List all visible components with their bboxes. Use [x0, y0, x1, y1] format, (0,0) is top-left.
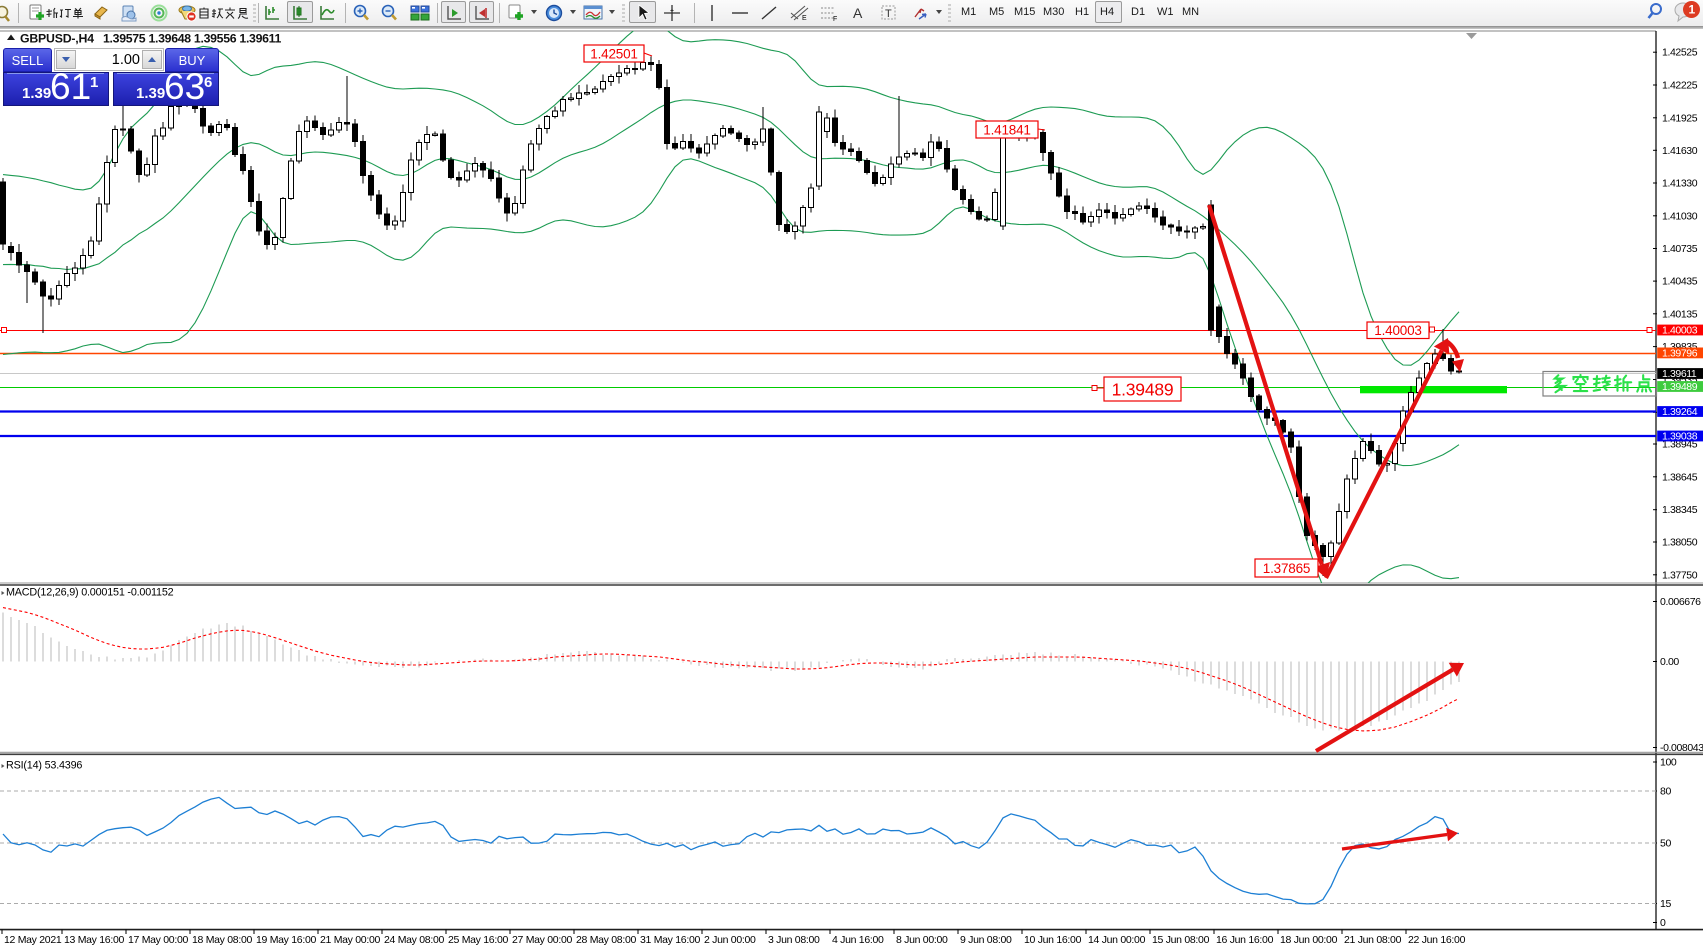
- svg-text:1.37750: 1.37750: [1662, 569, 1698, 581]
- svg-text:1.41925: 1.41925: [1662, 112, 1698, 124]
- svg-text:21 May 00:00: 21 May 00:00: [320, 934, 380, 946]
- svg-text:1.37865: 1.37865: [1263, 561, 1310, 576]
- svg-text:21 Jun 08:00: 21 Jun 08:00: [1344, 934, 1402, 946]
- svg-text:RSI(14) 53.4396: RSI(14) 53.4396: [6, 760, 82, 772]
- svg-text:1: 1: [1689, 3, 1696, 17]
- svg-text:1.40003: 1.40003: [1662, 325, 1698, 337]
- svg-text:1.42225: 1.42225: [1662, 80, 1698, 92]
- svg-text:1.39796: 1.39796: [1662, 348, 1698, 360]
- svg-text:1.42501: 1.42501: [590, 46, 637, 61]
- svg-text:GBPUSD-,H4: GBPUSD-,H4: [20, 32, 94, 46]
- svg-text:A: A: [853, 5, 863, 21]
- svg-text:1.40135: 1.40135: [1662, 308, 1698, 320]
- svg-text:1.41630: 1.41630: [1662, 145, 1698, 157]
- svg-text:MACD(12,26,9) 0.000151 -0.0011: MACD(12,26,9) 0.000151 -0.001152: [6, 587, 174, 599]
- svg-text:100: 100: [1660, 757, 1677, 769]
- svg-text:1.39264: 1.39264: [1662, 406, 1698, 418]
- svg-text:1.38050: 1.38050: [1662, 537, 1698, 549]
- svg-text:14 Jun 00:00: 14 Jun 00:00: [1088, 934, 1146, 946]
- svg-text:1.40003: 1.40003: [1374, 323, 1421, 338]
- svg-text:0.006676: 0.006676: [1660, 596, 1701, 608]
- svg-text:31 May 16:00: 31 May 16:00: [640, 934, 700, 946]
- svg-text:1.39575 1.39648 1.39556 1.3961: 1.39575 1.39648 1.39556 1.39611: [103, 32, 282, 46]
- svg-text:9 Jun 08:00: 9 Jun 08:00: [960, 934, 1012, 946]
- svg-text:80: 80: [1660, 786, 1671, 798]
- svg-text:27 May 00:00: 27 May 00:00: [512, 934, 572, 946]
- svg-text:1.39611: 1.39611: [1662, 368, 1697, 380]
- svg-text:15 Jun 08:00: 15 Jun 08:00: [1152, 934, 1210, 946]
- svg-text:-0.008043: -0.008043: [1660, 742, 1703, 754]
- svg-text:12 May 2021: 12 May 2021: [4, 934, 62, 946]
- svg-text:10 Jun 16:00: 10 Jun 16:00: [1024, 934, 1082, 946]
- svg-text:22 Jun 16:00: 22 Jun 16:00: [1408, 934, 1466, 946]
- svg-text:1.38645: 1.38645: [1662, 471, 1698, 483]
- svg-text:25 May 16:00: 25 May 16:00: [448, 934, 508, 946]
- svg-text:1.38345: 1.38345: [1662, 504, 1698, 516]
- svg-text:24 May 08:00: 24 May 08:00: [384, 934, 444, 946]
- svg-text:1.41030: 1.41030: [1662, 210, 1698, 222]
- svg-text:0: 0: [1660, 917, 1666, 929]
- svg-text:19 May 16:00: 19 May 16:00: [256, 934, 316, 946]
- svg-text:15: 15: [1660, 898, 1671, 910]
- svg-text:28 May 08:00: 28 May 08:00: [576, 934, 636, 946]
- svg-text:1.39489: 1.39489: [1112, 379, 1174, 399]
- svg-text:1.40735: 1.40735: [1662, 243, 1698, 255]
- svg-text:1.42525: 1.42525: [1662, 47, 1698, 59]
- svg-text:17 May 00:00: 17 May 00:00: [128, 934, 188, 946]
- svg-text:0.00: 0.00: [1660, 656, 1679, 668]
- svg-text:T: T: [885, 8, 892, 20]
- svg-text:16 Jun 16:00: 16 Jun 16:00: [1216, 934, 1274, 946]
- svg-text:1.39489: 1.39489: [1662, 381, 1698, 393]
- svg-text:1.39038: 1.39038: [1662, 431, 1698, 443]
- svg-text:1.38945: 1.38945: [1662, 439, 1698, 451]
- svg-text:1.41330: 1.41330: [1662, 178, 1698, 190]
- svg-text:8 Jun 00:00: 8 Jun 00:00: [896, 934, 948, 946]
- svg-text:F: F: [833, 16, 837, 22]
- svg-text:1.41841: 1.41841: [983, 122, 1030, 137]
- svg-text:13 May 16:00: 13 May 16:00: [64, 934, 124, 946]
- svg-text:18 Jun 00:00: 18 Jun 00:00: [1280, 934, 1338, 946]
- svg-text:3 Jun 08:00: 3 Jun 08:00: [768, 934, 820, 946]
- svg-text:E: E: [802, 15, 807, 22]
- svg-text:18 May 08:00: 18 May 08:00: [192, 934, 252, 946]
- svg-text:2 Jun 00:00: 2 Jun 00:00: [704, 934, 756, 946]
- svg-text:4 Jun 16:00: 4 Jun 16:00: [832, 934, 884, 946]
- svg-text:1.40435: 1.40435: [1662, 276, 1698, 288]
- svg-text:50: 50: [1660, 838, 1671, 850]
